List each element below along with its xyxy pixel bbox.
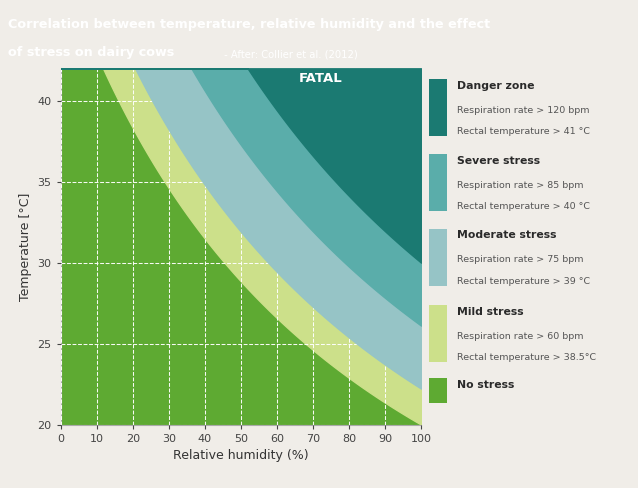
Text: Severe stress: Severe stress <box>457 156 540 165</box>
Text: Rectal temperature > 39 °C: Rectal temperature > 39 °C <box>457 277 590 285</box>
Y-axis label: Temperature [°C]: Temperature [°C] <box>19 192 32 301</box>
Text: Danger zone: Danger zone <box>457 81 535 91</box>
Text: Rectal temperature > 38.5°C: Rectal temperature > 38.5°C <box>457 353 596 362</box>
Bar <box>429 79 447 136</box>
Text: Correlation between temperature, relative humidity and the effect: Correlation between temperature, relativ… <box>8 18 490 31</box>
Text: FATAL: FATAL <box>299 72 342 84</box>
Text: Mild stress: Mild stress <box>457 307 524 317</box>
Text: Rectal temperature > 40 °C: Rectal temperature > 40 °C <box>457 202 590 211</box>
Bar <box>429 154 447 211</box>
Text: Rectal temperature > 41 °C: Rectal temperature > 41 °C <box>457 127 590 136</box>
Bar <box>429 305 447 362</box>
Text: of stress on dairy cows: of stress on dairy cows <box>8 46 174 59</box>
Text: Respiration rate > 120 bpm: Respiration rate > 120 bpm <box>457 106 590 115</box>
Text: - After: Collier et al. (2012): - After: Collier et al. (2012) <box>221 49 358 59</box>
Bar <box>429 228 447 285</box>
Bar <box>429 378 447 403</box>
Text: Respiration rate > 75 bpm: Respiration rate > 75 bpm <box>457 255 583 264</box>
Text: No stress: No stress <box>457 380 514 390</box>
X-axis label: Relative humidity (%): Relative humidity (%) <box>173 449 309 462</box>
Text: Respiration rate > 85 bpm: Respiration rate > 85 bpm <box>457 181 583 189</box>
Text: Respiration rate > 60 bpm: Respiration rate > 60 bpm <box>457 332 583 341</box>
Text: Moderate stress: Moderate stress <box>457 230 556 241</box>
